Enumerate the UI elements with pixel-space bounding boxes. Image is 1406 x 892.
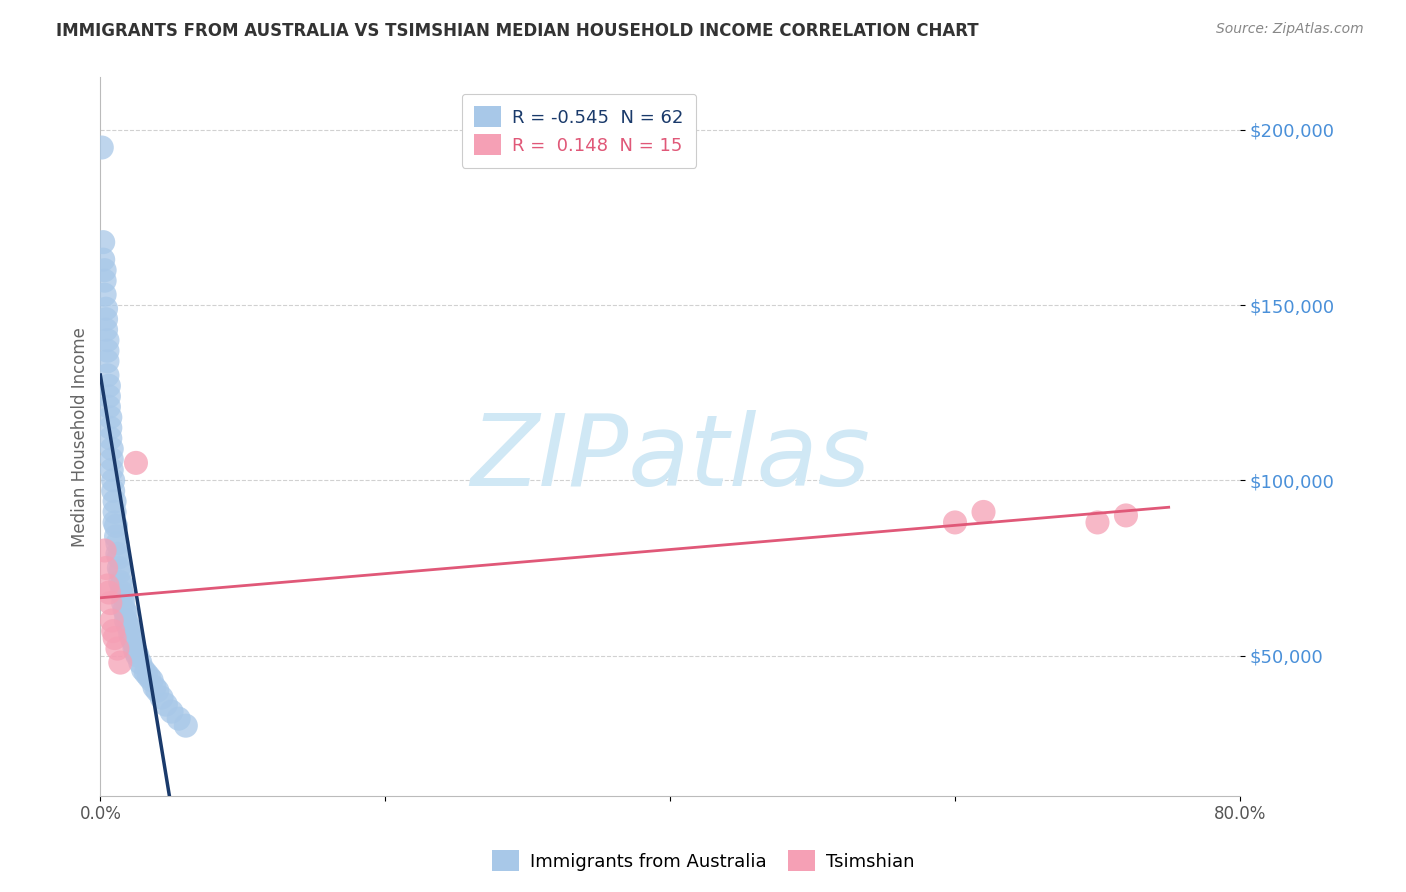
Point bbox=[110, 574, 132, 589]
Point bbox=[104, 494, 127, 508]
Point bbox=[93, 287, 115, 301]
Point bbox=[138, 670, 160, 684]
Point bbox=[96, 354, 118, 368]
Point bbox=[120, 627, 142, 641]
Point bbox=[98, 410, 121, 425]
Point bbox=[94, 312, 117, 326]
Point bbox=[98, 596, 121, 610]
Point bbox=[94, 323, 117, 337]
Point bbox=[104, 505, 127, 519]
Point bbox=[97, 389, 120, 403]
Point bbox=[115, 607, 138, 621]
Point bbox=[98, 431, 121, 445]
Point bbox=[100, 614, 122, 628]
Point bbox=[96, 343, 118, 358]
Point bbox=[117, 617, 139, 632]
Point bbox=[114, 603, 136, 617]
Point bbox=[94, 301, 117, 316]
Point bbox=[94, 561, 117, 575]
Legend: Immigrants from Australia, Tsimshian: Immigrants from Australia, Tsimshian bbox=[485, 843, 921, 879]
Point bbox=[125, 645, 148, 659]
Point bbox=[132, 663, 155, 677]
Point bbox=[143, 680, 166, 694]
Point bbox=[118, 621, 141, 635]
Point bbox=[1087, 516, 1109, 530]
Point bbox=[1115, 508, 1137, 523]
Point bbox=[107, 641, 129, 656]
Y-axis label: Median Household Income: Median Household Income bbox=[72, 326, 89, 547]
Point bbox=[93, 274, 115, 288]
Point bbox=[101, 474, 124, 488]
Point bbox=[112, 596, 135, 610]
Point bbox=[98, 421, 121, 435]
Point bbox=[127, 648, 149, 663]
Point bbox=[160, 705, 183, 719]
Point bbox=[105, 519, 128, 533]
Point bbox=[129, 656, 152, 670]
Point bbox=[93, 263, 115, 277]
Point bbox=[107, 547, 129, 561]
Point bbox=[146, 683, 169, 698]
Point bbox=[115, 614, 138, 628]
Point bbox=[110, 565, 132, 579]
Point bbox=[97, 379, 120, 393]
Point bbox=[100, 463, 122, 477]
Point bbox=[111, 585, 134, 599]
Point bbox=[108, 550, 131, 565]
Point bbox=[122, 634, 145, 648]
Point bbox=[150, 690, 173, 705]
Text: ZIPatlas: ZIPatlas bbox=[470, 409, 870, 507]
Point bbox=[174, 719, 197, 733]
Point bbox=[91, 252, 114, 267]
Point bbox=[100, 442, 122, 456]
Point bbox=[112, 589, 135, 603]
Point bbox=[104, 516, 127, 530]
Point bbox=[97, 585, 120, 599]
Point bbox=[91, 235, 114, 249]
Point bbox=[97, 400, 120, 414]
Point bbox=[167, 712, 190, 726]
Point bbox=[155, 698, 177, 712]
Point bbox=[135, 666, 157, 681]
Point bbox=[93, 543, 115, 558]
Text: IMMIGRANTS FROM AUSTRALIA VS TSIMSHIAN MEDIAN HOUSEHOLD INCOME CORRELATION CHART: IMMIGRANTS FROM AUSTRALIA VS TSIMSHIAN M… bbox=[56, 22, 979, 40]
Point bbox=[96, 578, 118, 592]
Point bbox=[141, 673, 163, 687]
Point bbox=[101, 624, 124, 638]
Point bbox=[121, 631, 143, 645]
Point bbox=[104, 631, 127, 645]
Legend: R = -0.545  N = 62, R =  0.148  N = 15: R = -0.545 N = 62, R = 0.148 N = 15 bbox=[461, 94, 696, 168]
Point bbox=[101, 483, 124, 498]
Point bbox=[107, 536, 129, 550]
Point bbox=[96, 368, 118, 383]
Point bbox=[124, 641, 146, 656]
Point bbox=[111, 578, 134, 592]
Point bbox=[973, 505, 995, 519]
Point bbox=[943, 516, 966, 530]
Point bbox=[100, 452, 122, 467]
Point bbox=[110, 656, 132, 670]
Point bbox=[105, 529, 128, 543]
Text: Source: ZipAtlas.com: Source: ZipAtlas.com bbox=[1216, 22, 1364, 37]
Point bbox=[108, 561, 131, 575]
Point bbox=[96, 333, 118, 347]
Point bbox=[90, 140, 112, 154]
Point bbox=[125, 456, 148, 470]
